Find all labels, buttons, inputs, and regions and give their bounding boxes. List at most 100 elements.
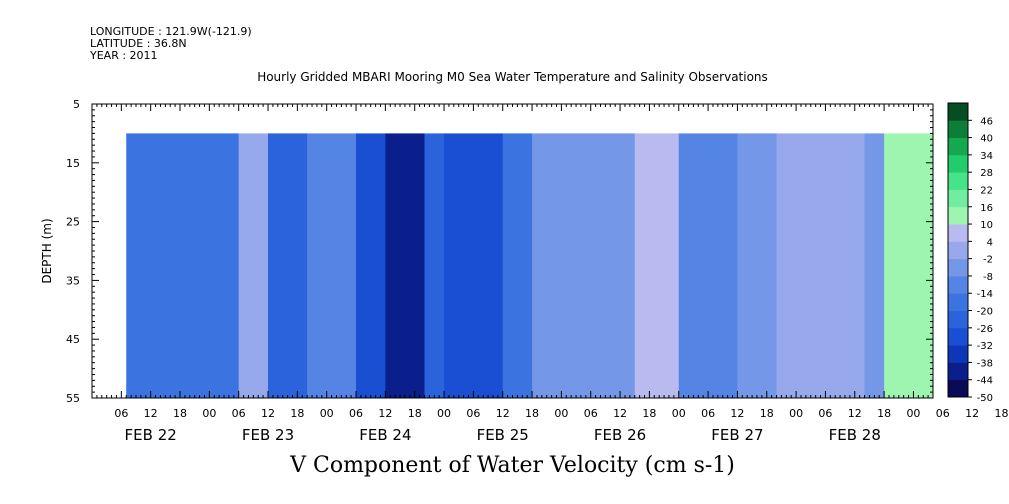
- x-day-label: FEB 22: [125, 426, 177, 444]
- heatmap-cell: [126, 133, 181, 398]
- x-hour-label: 06: [349, 407, 363, 420]
- x-hour-label: 06: [232, 407, 246, 420]
- colorbar-swatch: [948, 103, 968, 121]
- y-axis-label: DEPTH (m): [40, 218, 54, 283]
- colorbar-label: 28: [980, 168, 993, 179]
- x-day-label: FEB 27: [711, 426, 763, 444]
- heatmap-cell: [385, 133, 425, 398]
- heatmap-cell: [424, 133, 445, 398]
- year-label: YEAR : 2011: [90, 49, 158, 62]
- colorbar-label: -38: [977, 358, 993, 369]
- colorbar-label: 4: [987, 237, 993, 248]
- latitude-label: LATITUDE : 36.8N: [90, 37, 187, 50]
- x-axis: 06 12 18 00 06 12 18 00 06 12 18 00 06 12 18 00 06 12 18 00…: [114, 407, 1008, 444]
- colorbar-swatch: [948, 137, 968, 156]
- x-hour-label: 18: [408, 407, 422, 420]
- colorbar-label: 22: [980, 185, 993, 196]
- colorbar-label: -44: [977, 376, 993, 387]
- colorbar-swatch: [948, 310, 968, 329]
- axis-ticks: [91, 103, 934, 399]
- x-hour-label: 12: [496, 407, 510, 420]
- x-hour-label: 06: [114, 407, 128, 420]
- colorbar-label: 40: [980, 134, 993, 145]
- x-hour-label: 18: [525, 407, 539, 420]
- x-hour-label: 18: [642, 407, 656, 420]
- colorbar-swatch: [948, 189, 968, 208]
- x-hour-label: 12: [378, 407, 392, 420]
- x-hour-label: 12: [848, 407, 862, 420]
- variable-title: V Component of Water Velocity (cm s-1): [290, 453, 735, 478]
- x-hour-label: 18: [994, 407, 1008, 420]
- heatmap-cell: [180, 133, 240, 398]
- x-hour-label: 12: [965, 407, 979, 420]
- x-hour-label: 12: [144, 407, 158, 420]
- heatmap-cell: [864, 133, 885, 398]
- longitude-label: LONGITUDE : 121.9W(-121.9): [90, 25, 252, 38]
- heatmap-cell: [502, 133, 533, 398]
- heatmap-cell: [825, 133, 866, 398]
- colorbar-label: -50: [977, 393, 993, 404]
- colorbar-swatch: [948, 241, 968, 260]
- y-axis: 5 15 25 35 45 55 DEPTH (m): [40, 98, 80, 405]
- colorbar-swatch: [948, 224, 968, 242]
- heatmap-cell: [356, 133, 386, 398]
- x-hour-label: 00: [320, 407, 334, 420]
- colorbar-label: 10: [980, 220, 993, 231]
- heatmap-cell: [678, 133, 738, 398]
- x-day-label: FEB 24: [359, 426, 411, 444]
- heatmap-cell: [307, 133, 357, 398]
- heatmap-cell: [776, 133, 826, 398]
- heatmap-cells: [126, 133, 933, 398]
- colorbar-swatch: [948, 154, 968, 173]
- heatmap-cell: [737, 133, 778, 398]
- colorbar-label: 16: [980, 203, 993, 214]
- colorbar-label: -26: [977, 324, 993, 335]
- colorbar-label: -2: [983, 255, 993, 266]
- x-hour-label: 12: [730, 407, 744, 420]
- x-hour-label: 18: [760, 407, 774, 420]
- colorbar-label: 46: [980, 116, 993, 127]
- colorbar-swatch: [948, 327, 968, 346]
- colorbar-swatch: [948, 172, 968, 190]
- colorbar-swatch: [948, 362, 968, 381]
- colorbar-swatch: [948, 206, 968, 225]
- colorbar-label: -20: [977, 307, 993, 318]
- colorbar-label: -8: [983, 272, 993, 283]
- colorbar-swatch: [948, 275, 968, 294]
- x-hour-label: 06: [818, 407, 832, 420]
- colorbar-swatch: [948, 293, 968, 311]
- x-hour-label: 06: [466, 407, 480, 420]
- heatmap-cell: [444, 133, 504, 398]
- colorbar-swatch: [948, 120, 968, 138]
- colorbar-swatch: [948, 345, 968, 363]
- heatmap-cell: [532, 133, 592, 398]
- y-tick-label: 5: [73, 98, 80, 111]
- x-hour-label: 18: [173, 407, 187, 420]
- y-tick-label: 15: [66, 157, 80, 170]
- x-hour-label: 18: [290, 407, 304, 420]
- colorbar-border: [947, 102, 969, 398]
- x-hour-label: 00: [437, 407, 451, 420]
- x-hour-label: 06: [701, 407, 715, 420]
- x-hour-label: 00: [789, 407, 803, 420]
- x-hour-label: 06: [936, 407, 950, 420]
- colorbar-swatch: [948, 379, 968, 398]
- x-day-label: FEB 26: [594, 426, 646, 444]
- heatmap-cell: [268, 133, 308, 398]
- heatmap-cell: [884, 133, 933, 398]
- x-hour-label: 00: [906, 407, 920, 420]
- colorbar-swatch: [948, 258, 968, 277]
- heatmap-cell: [590, 133, 636, 398]
- y-tick-label: 25: [66, 216, 80, 229]
- chart-title: Hourly Gridded MBARI Mooring M0 Sea Wate…: [257, 70, 768, 84]
- x-day-label: FEB 28: [829, 426, 881, 444]
- x-day-label: FEB 23: [242, 426, 294, 444]
- x-hour-label: 12: [613, 407, 627, 420]
- x-hour-label: 18: [877, 407, 891, 420]
- x-hour-label: 12: [261, 407, 275, 420]
- colorbar-label: -32: [977, 341, 993, 352]
- colorbar-label: 34: [980, 151, 993, 162]
- heatmap-cell: [634, 133, 680, 398]
- y-tick-label: 35: [66, 274, 80, 287]
